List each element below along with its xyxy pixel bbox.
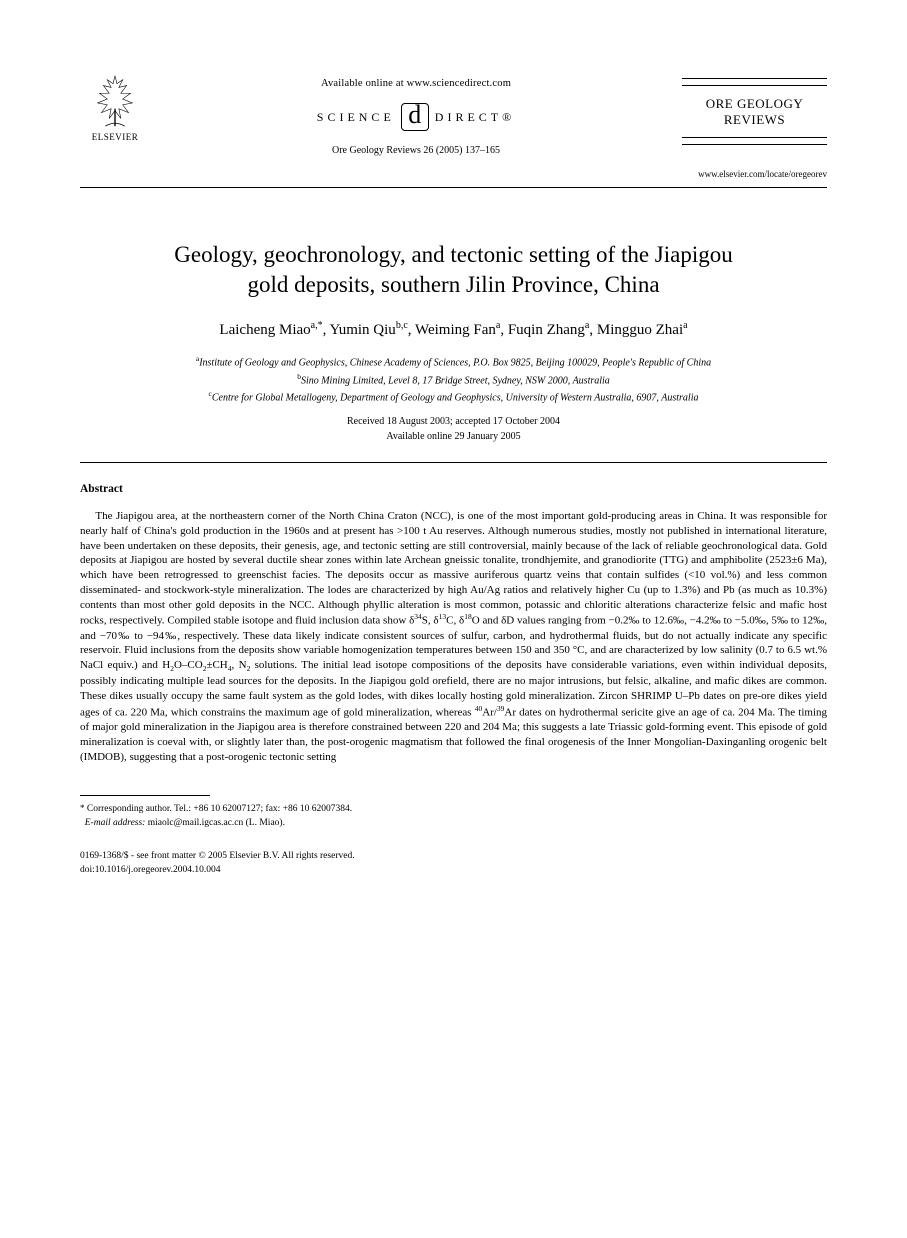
received-accepted-date: Received 18 August 2003; accepted 17 Oct… [80,415,827,430]
sciencedirect-word-left: SCIENCE [317,110,395,125]
elsevier-tree-icon [86,72,144,130]
corresponding-email-line: E-mail address: miaolc@mail.igcas.ac.cn … [80,818,827,828]
header-rule [80,187,827,188]
available-online-text: Available online at www.sciencedirect.co… [321,78,511,89]
journal-title: ORE GEOLOGY REVIEWS [682,88,827,135]
issn-copyright-line: 0169-1368/$ - see front matter © 2005 El… [80,850,827,864]
footnote-rule [80,795,210,796]
sciencedirect-d-icon [401,103,429,131]
article-title-line2: gold deposits, southern Jilin Province, … [247,272,659,297]
author-1: Laicheng Miao [219,322,310,338]
author-2-affil: b,c [396,320,408,331]
author-5-affil: a [683,320,687,331]
author-5: Mingguo Zhai [597,322,683,338]
corr-star: * [80,803,85,813]
publisher-logo-block: ELSEVIER [80,72,150,142]
sciencedirect-word-right: DIRECT® [435,110,515,125]
author-1-affil: a,* [311,320,323,331]
authors-line: Laicheng Miaoa,*, Yumin Qiub,c, Weiming … [80,320,827,339]
abstract-body: The Jiapigou area, at the northeastern c… [80,509,827,764]
journal-title-box: ORE GEOLOGY REVIEWS www.elsevier.com/loc… [682,72,827,179]
available-online-date: Available online 29 January 2005 [80,430,827,445]
abstract-heading: Abstract [80,483,827,495]
corr-text: Corresponding author. Tel.: +86 10 62007… [87,804,352,814]
copyright-block: 0169-1368/$ - see front matter © 2005 El… [80,850,827,878]
author-4-affil: a [585,320,589,331]
affiliation-c: cCentre for Global Metallogeny, Departme… [80,388,827,405]
doi-line: doi:10.1016/j.oregeorev.2004.10.004 [80,864,827,878]
journal-reference: Ore Geology Reviews 26 (2005) 137–165 [332,145,500,156]
author-2: Yumin Qiu [330,322,396,338]
journal-url: www.elsevier.com/locate/oregeorev [682,169,827,179]
journal-title-line1: ORE GEOLOGY [706,96,804,111]
affiliations-block: aInstitute of Geology and Geophysics, Ch… [80,353,827,405]
article-title: Geology, geochronology, and tectonic set… [80,240,827,301]
article-dates: Received 18 August 2003; accepted 17 Oct… [80,415,827,444]
page-header: ELSEVIER Available online at www.science… [80,72,827,179]
email-label: E-mail address: [85,818,146,828]
publisher-name: ELSEVIER [92,132,139,142]
sciencedirect-logo: SCIENCE DIRECT® [317,103,515,131]
journal-title-line2: REVIEWS [724,112,785,127]
affiliation-b: bSino Mining Limited, Level 8, 17 Bridge… [80,371,827,388]
affiliation-a: aInstitute of Geology and Geophysics, Ch… [80,353,827,370]
email-value: miaolc@mail.igcas.ac.cn (L. Miao). [148,818,285,828]
author-4: Fuqin Zhang [508,322,585,338]
article-title-line1: Geology, geochronology, and tectonic set… [174,242,732,267]
corresponding-author-note: * Corresponding author. Tel.: +86 10 620… [80,802,827,816]
author-3-affil: a [496,320,500,331]
header-center: Available online at www.sciencedirect.co… [150,72,682,156]
author-3: Weiming Fan [415,322,496,338]
pre-abstract-rule [80,462,827,463]
